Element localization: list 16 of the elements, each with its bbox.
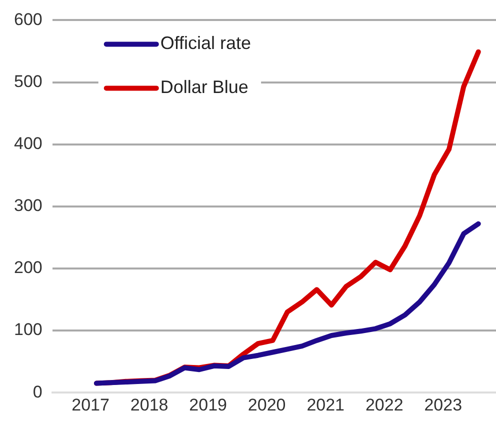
y-tick-label: 400 bbox=[14, 134, 42, 154]
y-tick-label: 500 bbox=[14, 72, 42, 91]
x-tick-label: 2023 bbox=[424, 395, 462, 414]
y-tick-label: 300 bbox=[14, 196, 42, 216]
x-tick-label: 2022 bbox=[365, 395, 404, 414]
x-tick-label: 2021 bbox=[306, 395, 345, 414]
legend-label: Official rate bbox=[160, 33, 252, 54]
y-tick-label: 200 bbox=[14, 258, 42, 278]
y-tick-label: 0 bbox=[32, 382, 42, 402]
y-tick-label: 100 bbox=[14, 320, 42, 340]
x-tick-label: 2017 bbox=[72, 395, 110, 414]
x-tick-label: 2019 bbox=[189, 395, 227, 414]
legend-label: Dollar Blue bbox=[160, 77, 248, 98]
y-tick-label: 600 bbox=[14, 10, 42, 29]
x-tick-label: 2018 bbox=[130, 395, 168, 414]
x-tick-label: 2020 bbox=[248, 395, 286, 414]
